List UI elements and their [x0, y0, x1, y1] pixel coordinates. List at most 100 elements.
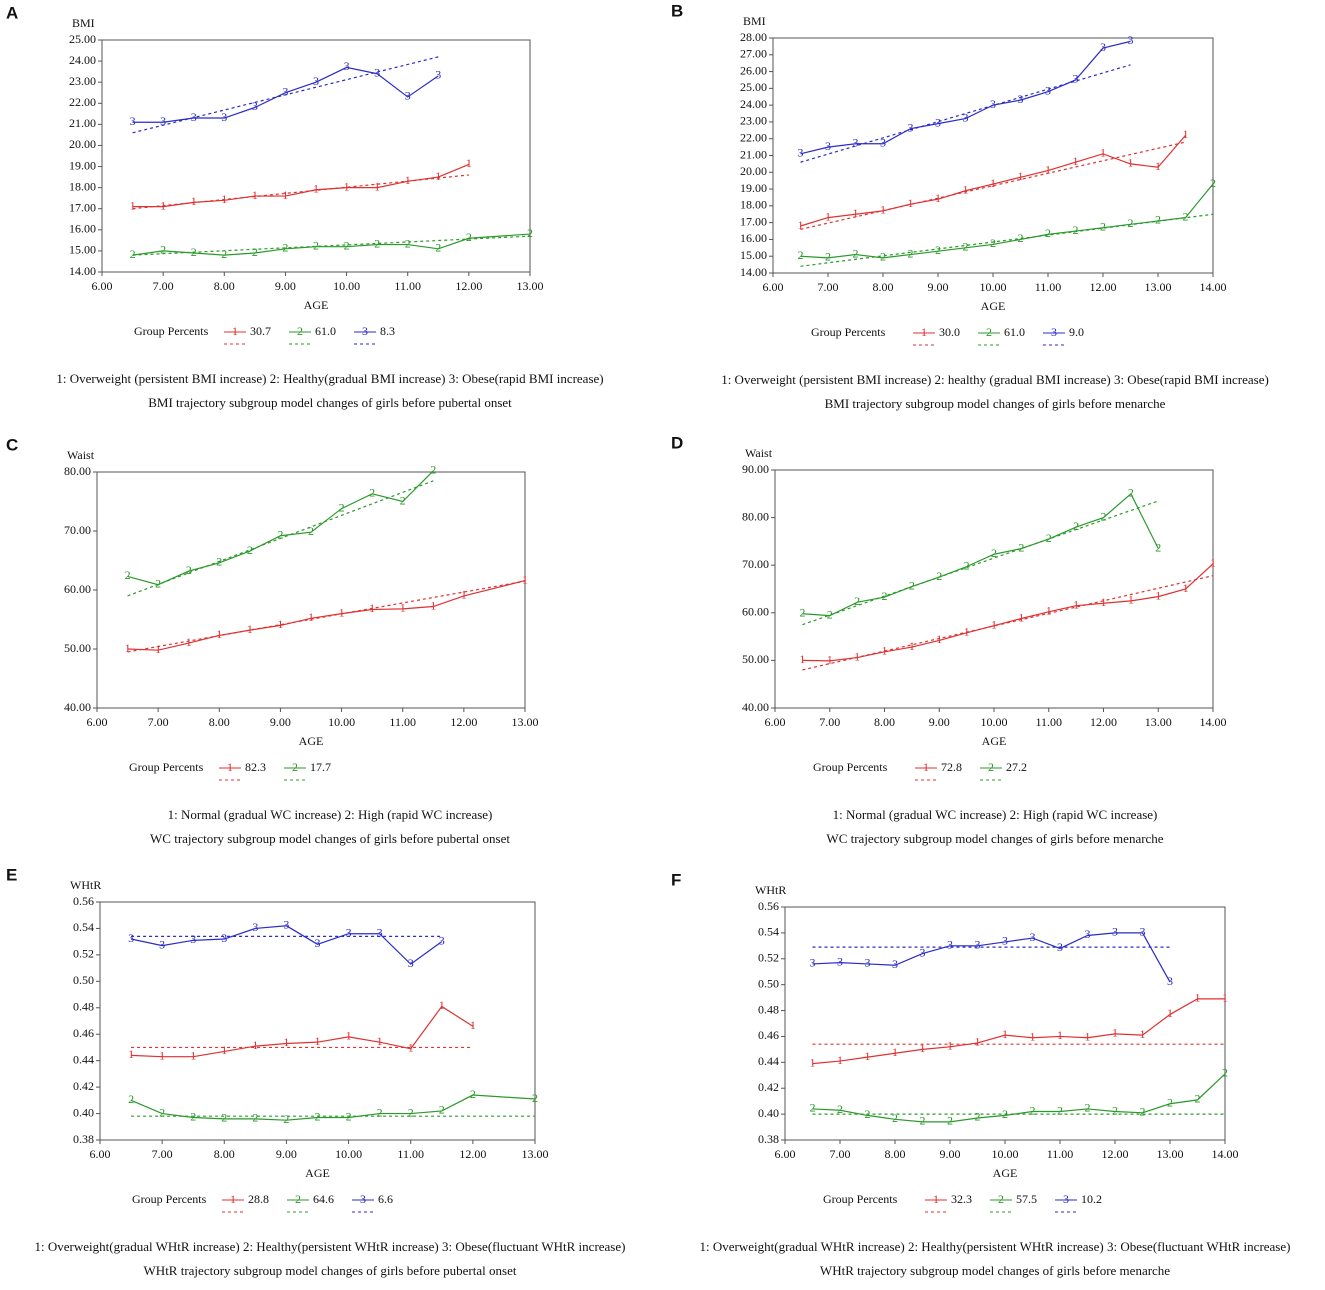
point-marker: 2	[466, 230, 472, 244]
y-tick-label: 15.00	[740, 248, 767, 262]
point-marker: 1	[405, 173, 411, 187]
x-tick-label: 11.00	[1035, 280, 1062, 294]
point-marker: 2	[1002, 1107, 1008, 1121]
legend-symbol: 1	[923, 760, 929, 774]
point-marker: 1	[975, 1035, 981, 1049]
point-marker: 1	[1155, 588, 1161, 602]
y-tick-label: 19.00	[740, 181, 767, 195]
point-marker: 2	[1018, 231, 1024, 245]
legend-label: 8.3	[380, 324, 395, 338]
point-marker: 3	[377, 925, 383, 939]
series-line	[127, 470, 434, 586]
point-marker: 1	[252, 188, 258, 202]
point-marker: 1	[1167, 1006, 1173, 1020]
series-line	[800, 183, 1214, 259]
y-axis-label: BMI	[72, 16, 95, 30]
point-marker: 3	[975, 938, 981, 952]
panel-letter: A	[6, 3, 18, 22]
point-marker: 1	[825, 209, 831, 223]
point-marker: 1	[1085, 1029, 1091, 1043]
x-tick-label: 8.00	[214, 279, 235, 293]
x-tick-label: 8.00	[209, 715, 230, 729]
point-marker: 1	[1210, 556, 1216, 570]
point-marker: 1	[216, 627, 222, 641]
x-tick-label: 11.00	[1047, 1147, 1074, 1161]
point-marker: 2	[221, 247, 227, 261]
series-line	[131, 1005, 474, 1058]
panel-letter: F	[671, 870, 681, 889]
x-tick-label: 7.00	[830, 1147, 851, 1161]
point-marker: 3	[221, 110, 227, 124]
y-tick-label: 17.00	[69, 200, 96, 214]
legend-symbol: 1	[227, 760, 233, 774]
legend-label: 57.5	[1016, 1192, 1037, 1206]
x-tick-label: 12.00	[450, 715, 477, 729]
plot-frame	[774, 469, 1214, 709]
y-tick-label: 25.00	[69, 32, 96, 46]
y-tick-label: 16.00	[740, 231, 767, 245]
x-tick-label: 10.00	[335, 1147, 362, 1161]
point-marker: 2	[369, 486, 375, 500]
point-marker: 2	[308, 524, 314, 538]
y-tick-label: 0.42	[758, 1080, 779, 1094]
point-marker: 1	[470, 1018, 476, 1032]
point-marker: 3	[374, 65, 380, 79]
legend-label: 28.8	[248, 1192, 269, 1206]
point-marker: 1	[247, 622, 253, 636]
x-tick-label: 6.00	[87, 715, 108, 729]
y-tick-label: 80.00	[64, 464, 91, 478]
y-tick-label: 14.00	[69, 264, 96, 278]
x-tick-label: 7.00	[818, 280, 839, 294]
x-tick-label: 7.00	[148, 715, 169, 729]
point-marker: 1	[374, 179, 380, 193]
point-marker: 1	[315, 1034, 321, 1048]
point-marker: 2	[936, 569, 942, 583]
panel-letter: B	[671, 1, 683, 20]
y-tick-label: 19.00	[69, 158, 96, 172]
point-marker: 2	[837, 1102, 843, 1116]
y-tick-label: 0.44	[73, 1052, 94, 1066]
point-marker: 1	[1018, 610, 1024, 624]
y-tick-label: 25.00	[740, 80, 767, 94]
x-tick-label: 12.00	[459, 1147, 486, 1161]
legend-symbol: 1	[230, 1192, 236, 1206]
point-marker: 1	[130, 198, 136, 212]
point-marker: 1	[339, 605, 345, 619]
legend-symbol: 1	[921, 325, 927, 339]
point-marker: 3	[315, 936, 321, 950]
point-marker: 1	[1195, 991, 1201, 1005]
point-marker: 3	[439, 933, 445, 947]
plot-frame	[99, 901, 536, 1141]
legend-label: 9.0	[1069, 325, 1084, 339]
trend-line	[132, 235, 531, 256]
point-marker: 1	[408, 1041, 414, 1055]
point-marker: 2	[854, 594, 860, 608]
point-marker: 2	[408, 1105, 414, 1119]
y-tick-label: 90.00	[742, 462, 769, 476]
point-marker: 2	[853, 246, 859, 260]
panel-letter: C	[6, 435, 18, 454]
caption: BMI trajectory subgroup model changes of…	[825, 396, 1166, 411]
trend-line	[132, 56, 439, 134]
point-marker: 3	[190, 932, 196, 946]
point-marker: 1	[947, 1039, 953, 1053]
x-tick-label: 8.00	[214, 1147, 235, 1161]
legend-label: 17.7	[310, 760, 331, 774]
point-marker: 1	[221, 192, 227, 206]
y-tick-label: 0.48	[73, 1000, 94, 1014]
y-axis-label: BMI	[743, 14, 766, 28]
trend-line	[802, 575, 1214, 671]
point-marker: 2	[252, 1111, 258, 1125]
y-tick-label: 0.56	[758, 899, 779, 913]
point-marker: 1	[377, 1034, 383, 1048]
point-marker: 2	[799, 606, 805, 620]
x-axis-label: AGE	[304, 298, 329, 312]
point-marker: 1	[865, 1049, 871, 1063]
series-line	[812, 998, 1225, 1065]
y-tick-label: 0.40	[73, 1105, 94, 1119]
point-marker: 2	[1085, 1101, 1091, 1115]
point-marker: 3	[825, 139, 831, 153]
x-tick-label: 9.00	[275, 279, 296, 293]
point-marker: 1	[990, 176, 996, 190]
legend-label: 61.0	[315, 324, 336, 338]
